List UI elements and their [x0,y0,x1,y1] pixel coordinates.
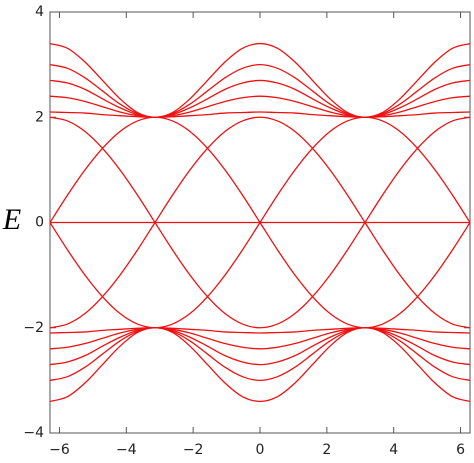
x-tick-label: 6 [456,442,465,458]
y-tick-label: 2 [35,109,44,125]
band-line [49,327,471,334]
band-line [49,111,471,118]
band-line [49,116,471,329]
x-tick-label: −2 [183,442,204,458]
x-tick-label: −6 [49,442,70,458]
band-line [49,116,471,329]
x-tick-label: 4 [389,442,398,458]
x-tick-label: 0 [256,442,265,458]
band-line [49,327,471,350]
x-tick-label: −4 [116,442,137,458]
y-tick-label: −2 [23,320,44,336]
y-tick-label: 4 [35,4,44,20]
x-tick-label: 2 [322,442,331,458]
y-axis-label: E [2,203,21,236]
band-line [49,42,471,118]
y-tick-label: 0 [35,215,44,231]
band-line [49,116,471,329]
y-tick-label: −4 [23,425,44,441]
band-line [49,327,471,366]
band-line [49,95,471,118]
band-line [49,63,471,118]
band-line [49,327,471,403]
band-line [49,327,471,382]
band-line [49,79,471,118]
